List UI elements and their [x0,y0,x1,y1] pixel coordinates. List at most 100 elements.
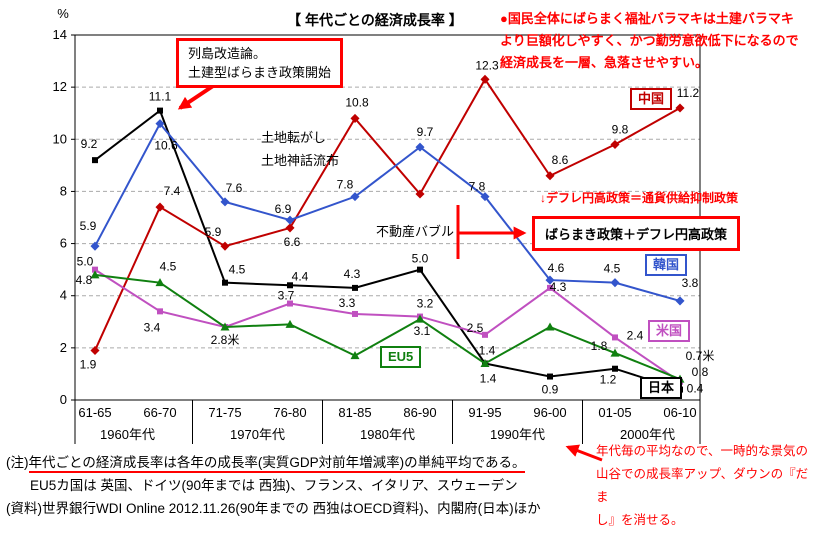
legend-usa: 米国 [648,320,691,342]
svg-text:1.4: 1.4 [480,372,497,386]
footnote-2: EU5カ国は 英国、ドイツ(90年までは 西独)、フランス、イタリア、スウェーデ… [30,478,518,493]
svg-text:1980年代: 1980年代 [360,427,415,442]
svg-text:11.2: 11.2 [677,86,700,100]
svg-text:4.8: 4.8 [76,273,93,287]
label-real-estate-bubble: 不動産バブル [376,224,455,239]
svg-text:9.8: 9.8 [612,123,629,137]
note-line: より巨額化しやすく、かつ勤労意欲低下になるので [500,33,799,48]
svg-text:9.7: 9.7 [417,125,434,139]
note-line: 年代毎の平均なので、一時的な景気の [596,444,809,458]
legend-japan: 日本 [640,377,683,399]
svg-text:9.2: 9.2 [81,137,98,151]
note-line: 経済成長を一層、急落させやすい。 [500,55,709,70]
svg-text:5.0: 5.0 [77,255,94,269]
label-land-myth: 土地神話流布 [261,153,340,168]
svg-text:10: 10 [53,131,67,146]
note-line: 山谷での成長率アップ、ダウンの『だま [596,467,809,504]
svg-text:10.8: 10.8 [345,95,369,109]
svg-text:3.3: 3.3 [339,296,356,310]
svg-text:96-00: 96-00 [533,405,566,420]
svg-text:3.8: 3.8 [682,276,699,290]
callout-retto-kaizo-box: 列島改造論。 土建型ばらまき政策開始 [176,38,344,88]
svg-text:1970年代: 1970年代 [230,427,285,442]
svg-text:8: 8 [60,183,67,198]
svg-text:86-90: 86-90 [403,405,436,420]
svg-text:3.1: 3.1 [414,324,431,338]
svg-text:5.0: 5.0 [412,252,429,266]
svg-text:1.2: 1.2 [600,373,617,387]
callout-line: 土建型ばらまき政策開始 [188,65,332,80]
svg-text:12.3: 12.3 [475,58,499,72]
svg-text:01-05: 01-05 [598,405,631,420]
svg-text:91-95: 91-95 [468,405,501,420]
label-land-flipping: 土地転がし [261,130,327,145]
svg-text:76-80: 76-80 [273,405,306,420]
svg-text:4.5: 4.5 [160,260,177,274]
svg-text:2.5: 2.5 [467,321,484,335]
series-china: 1.9 7.4 5.9 6.6 10.8 12.3 8.6 9.8 11.2 [80,58,700,371]
svg-text:7.8: 7.8 [337,178,354,192]
svg-text:4.3: 4.3 [344,267,361,281]
chart-title: 【 年代ごとの経済成長率 】 [287,12,463,28]
svg-text:14: 14 [53,27,67,42]
svg-text:0.8: 0.8 [692,365,709,379]
svg-text:4.5: 4.5 [604,262,621,276]
footnotes: (注)年代ごとの経済成長率は各年の成長率(実質GDP対前年増減率)の単純平均であ… [6,451,541,520]
note-line: し』を消せる。 [596,513,684,527]
footnote-1-underlined: 年代ごとの経済成長率は各年の成長率(実質GDP対前年増減率)の単純平均である。 [28,455,526,473]
svg-text:12: 12 [53,79,67,94]
svg-text:6.9: 6.9 [275,202,292,216]
svg-text:1.4: 1.4 [479,344,496,358]
svg-text:0.7米: 0.7米 [686,349,715,363]
svg-text:4.3: 4.3 [550,280,567,294]
footnote-1: (注)年代ごとの経済成長率は各年の成長率(実質GDP対前年増減率)の単純平均であ… [6,451,541,474]
svg-text:1960年代: 1960年代 [100,427,155,442]
svg-text:7.8: 7.8 [469,180,486,194]
svg-text:7.6: 7.6 [226,181,243,195]
series-japan: 9.2 11.1 4.5 4.4 4.3 5.0 1.4 0.9 1.2 0.4 [81,90,704,397]
svg-text:1.8: 1.8 [591,339,608,353]
label-deflation-policy: ↓デフレ円高政策＝通貨供給抑制政策 [540,191,739,205]
svg-text:2.4: 2.4 [627,328,644,342]
legend-china: 中国 [630,88,673,110]
footnote-3: (資料)世界銀行WDI Online 2012.11.26(90年までの 西独は… [6,501,541,516]
callout-baramaki-deflation-box: ばらまき政策＋デフレ円高政策 [532,216,741,251]
svg-text:3.2: 3.2 [417,297,434,311]
series-korea: 5.9 10.6 7.6 6.9 7.8 9.7 7.8 4.6 4.5 3.8 [80,119,699,306]
legend-korea: 韓国 [645,254,688,276]
svg-text:66-70: 66-70 [143,405,176,420]
arrow-retto-kaizo [177,82,218,110]
svg-text:4: 4 [60,288,67,303]
svg-text:4.6: 4.6 [548,261,565,275]
arrow-to-footnote [565,444,603,462]
svg-text:3.7: 3.7 [278,289,295,303]
series-usa: 5.0 3.4 2.8米 3.7 3.3 3.2 2.5 4.3 2.4 0.7米 [77,255,715,385]
note-line: ●国民全体にばらまく福祉バラマキは土建バラマキ [500,11,794,26]
svg-text:81-85: 81-85 [338,405,371,420]
svg-text:6: 6 [60,236,67,251]
svg-text:5.9: 5.9 [205,225,222,239]
svg-text:06-10: 06-10 [663,405,696,420]
svg-text:4.5: 4.5 [229,263,246,277]
footnote-1-prefix: (注) [6,455,29,470]
svg-text:8.6: 8.6 [552,153,569,167]
series-eu5: 4.8 4.5 3.1 1.4 1.8 0.8 [76,260,709,383]
callout-line: 列島改造論。 [188,46,267,61]
svg-text:0.4: 0.4 [687,382,704,396]
svg-text:%: % [57,6,69,21]
svg-text:6.6: 6.6 [284,235,301,249]
svg-text:7.4: 7.4 [164,184,181,198]
svg-text:2.8米: 2.8米 [211,333,240,347]
svg-text:11.1: 11.1 [149,90,172,104]
svg-text:2: 2 [60,340,67,355]
note-decade-average: 年代毎の平均なので、一時的な景気の 山谷での成長率アップ、ダウンの『だま し』を… [596,440,816,532]
svg-text:1990年代: 1990年代 [490,427,545,442]
svg-text:71-75: 71-75 [208,405,241,420]
svg-text:5.9: 5.9 [80,219,97,233]
svg-text:3.4: 3.4 [144,320,161,334]
svg-text:0: 0 [60,392,67,407]
svg-text:10.6: 10.6 [154,139,178,153]
svg-text:4.4: 4.4 [292,269,309,283]
